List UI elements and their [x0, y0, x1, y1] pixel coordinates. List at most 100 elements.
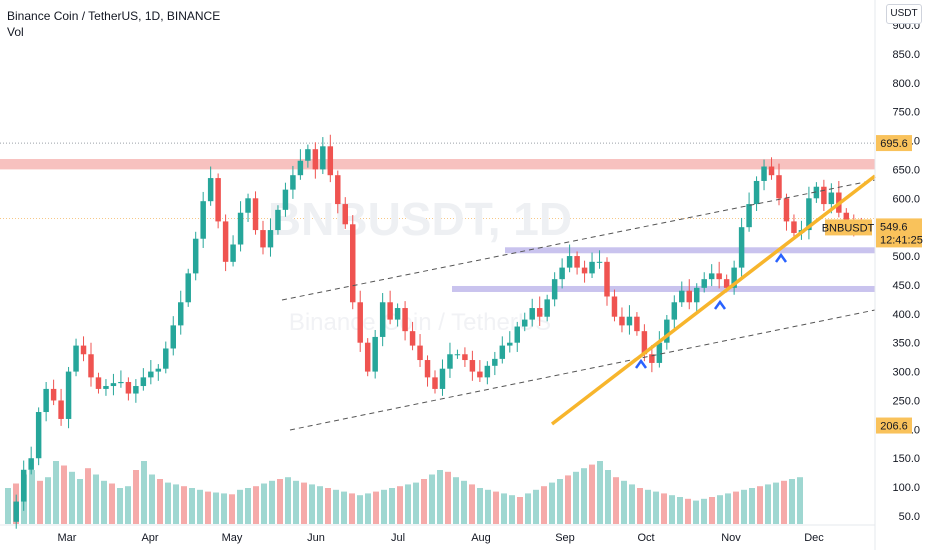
volume-bar: [165, 482, 171, 524]
y-tick-label: 350.0: [892, 338, 920, 350]
candle-body: [828, 192, 835, 205]
volume-bar: [349, 493, 355, 524]
candle-body: [28, 458, 34, 470]
volume-bar: [421, 479, 427, 524]
volume-bar: [573, 471, 579, 524]
price-badge: [876, 417, 912, 434]
volume-bar: [317, 486, 323, 524]
x-tick-label: Dec: [804, 532, 824, 544]
y-tick-label: 400.0: [892, 309, 920, 321]
candle-body: [649, 354, 655, 363]
volume-bar: [453, 477, 459, 524]
y-tick-label: 500.0: [892, 251, 920, 263]
candle-body: [357, 302, 363, 343]
candle-body: [163, 348, 169, 369]
support-band: [505, 247, 875, 254]
candle-body: [813, 186, 820, 199]
candle-body: [723, 279, 730, 288]
candle-body: [267, 230, 274, 248]
volume-bar: [797, 477, 803, 524]
candle-body: [626, 316, 633, 326]
candle-body: [694, 287, 700, 303]
volume-bar: [565, 475, 571, 524]
volume-bar: [229, 494, 235, 524]
candle-body: [200, 201, 206, 239]
currency-button[interactable]: USDT: [886, 4, 922, 24]
candle-body: [20, 469, 27, 502]
candle-body: [178, 302, 184, 326]
volume-bar: [245, 488, 251, 524]
volume-bar: [701, 498, 707, 524]
volume-bar: [261, 483, 267, 524]
candle-body: [252, 198, 259, 231]
candle-body: [514, 326, 520, 343]
volume-bar: [661, 493, 667, 524]
volume-bar: [485, 489, 491, 524]
volume-bar: [133, 470, 139, 524]
resistance-zone: [0, 159, 875, 170]
candle-body: [43, 388, 49, 413]
candle-body: [192, 238, 199, 274]
ascending-trendline: [550, 174, 877, 426]
candle-body: [260, 230, 266, 248]
candle-body: [753, 180, 760, 205]
candle-body: [574, 256, 580, 268]
watermark-symbol: BNBUSDT, 1D: [268, 193, 572, 245]
candle-body: [312, 149, 319, 170]
volume-bar: [381, 489, 387, 524]
candle-body: [13, 501, 19, 522]
volume-bar: [101, 480, 107, 524]
candle-body: [566, 256, 573, 268]
volume-bar: [197, 489, 203, 524]
volume-bar: [597, 461, 603, 524]
candle-body: [133, 386, 139, 394]
volume-bar: [605, 470, 611, 524]
candle-body: [170, 325, 176, 349]
y-tick-label: 150.0: [892, 453, 920, 465]
volume-bar: [437, 470, 443, 524]
volume-bar: [669, 495, 675, 524]
candle-body: [342, 204, 348, 225]
volume-bar: [37, 480, 43, 524]
candle-body: [611, 296, 618, 317]
volume-bar: [429, 474, 435, 524]
candle-body: [746, 204, 752, 228]
volume-bar: [413, 482, 419, 524]
candle-body: [305, 149, 311, 161]
candle-body: [432, 377, 438, 389]
price-axis: 900.0850.0800.0750.0700.0650.0600.0550.0…: [892, 20, 920, 523]
volume-bar: [789, 479, 795, 524]
candle-body: [207, 178, 214, 202]
candle-body: [589, 261, 595, 274]
candle-body: [716, 273, 722, 280]
volume-bar: [325, 488, 331, 524]
x-tick-label: Aug: [471, 532, 491, 544]
candle-body: [297, 160, 304, 176]
volume-bar: [93, 474, 99, 524]
volume-bar: [549, 482, 555, 524]
candle-body: [522, 319, 528, 327]
volume-bar: [725, 493, 731, 524]
volume-bar: [645, 489, 651, 524]
volume-bar: [717, 495, 723, 524]
volume-bar: [69, 471, 75, 524]
x-tick-label: Nov: [721, 532, 741, 544]
candle-body: [679, 290, 685, 303]
y-tick-label: 650.0: [892, 164, 920, 176]
volume-bar: [525, 493, 531, 524]
annotation-zones: [0, 142, 875, 292]
volume-bar: [333, 489, 339, 524]
candle-body: [843, 212, 850, 222]
candle-body: [282, 189, 289, 210]
volume-bar: [533, 489, 539, 524]
candle-body: [551, 279, 558, 300]
y-tick-label: 750.0: [892, 107, 920, 119]
y-tick-label: 50.0: [899, 511, 920, 523]
candle-body: [350, 224, 356, 303]
y-tick-label: 450.0: [892, 280, 920, 292]
candle-body: [499, 345, 506, 359]
volume-bar: [781, 480, 787, 524]
candle-body: [619, 316, 625, 326]
candle-body: [417, 345, 423, 361]
